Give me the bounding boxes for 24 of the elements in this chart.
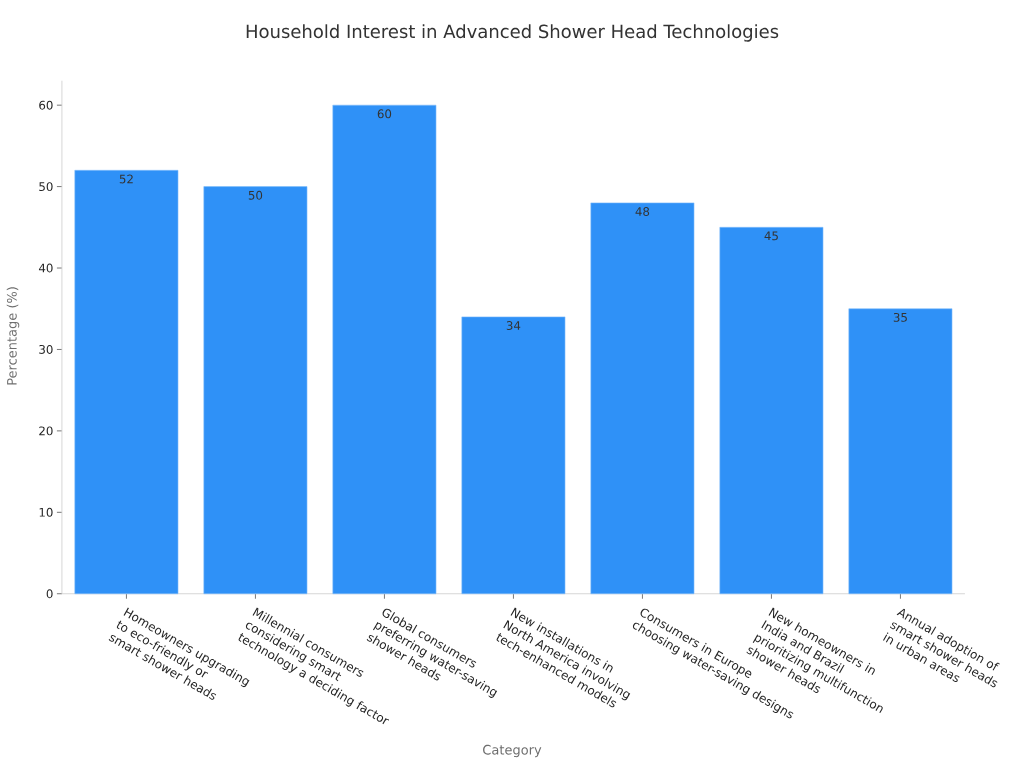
data-label: 50: [248, 190, 263, 200]
bar: [332, 104, 437, 595]
bar: [203, 186, 308, 595]
data-label: 52: [119, 174, 133, 184]
bar: [719, 227, 824, 595]
bar: [74, 170, 179, 595]
y-axis-title: Percentage (%): [6, 287, 20, 385]
chart-title: Household Interest in Advanced Shower Head Technologies: [246, 24, 779, 42]
y-tick-label: 0: [46, 589, 53, 599]
y-tick-label: 50: [39, 182, 53, 192]
y-tick-label: 60: [39, 100, 53, 110]
bar: [590, 202, 695, 595]
data-label: 60: [377, 109, 392, 119]
y-tick-label: 30: [39, 345, 53, 354]
data-label: 35: [893, 312, 907, 322]
bar: [461, 316, 566, 595]
y-tick-label: 40: [38, 263, 53, 273]
data-label: 34: [506, 321, 521, 331]
data-label: 48: [635, 207, 650, 217]
x-axis-title: Category: [483, 744, 542, 758]
y-tick-label: 20: [39, 426, 53, 436]
y-tick-label: 10: [39, 507, 53, 517]
data-label: 45: [764, 231, 778, 241]
bar: [848, 308, 953, 595]
